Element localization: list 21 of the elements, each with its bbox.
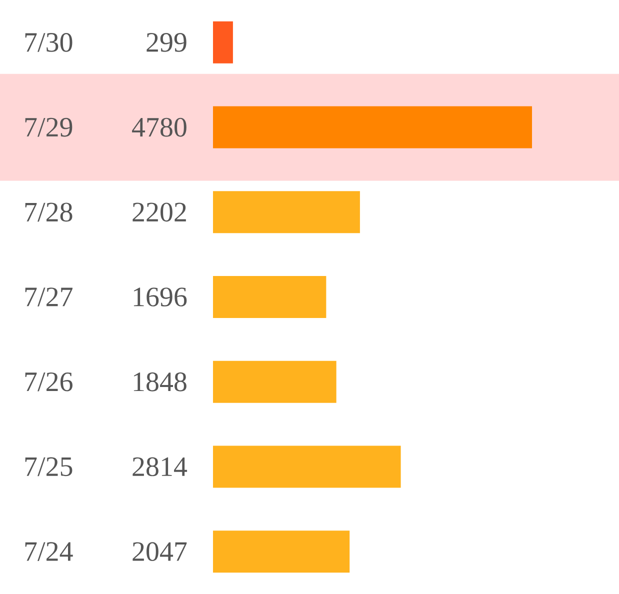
data-label: 1848 [134,372,186,392]
y-tick-label: 7/30 [25,32,72,52]
y-tick-label: 7/27 [25,288,72,306]
bar [212,276,326,318]
bar [212,21,233,64]
bar [212,446,401,488]
data-label: 299 [146,33,186,52]
data-label: 2047 [132,542,187,562]
data-label: 1696 [134,288,187,306]
bar [212,106,532,148]
bar [212,191,360,234]
data-label: 2814 [132,457,188,476]
bar [212,530,350,573]
data-label: 2202 [132,202,186,222]
y-tick-label: 7/26 [25,372,72,392]
y-tick-label: 7/29 [25,118,72,137]
data-label: 4780 [132,118,186,137]
y-tick-label: 7/24 [25,542,73,561]
y-tick-label: 7/28 [25,202,72,222]
y-tick-label: 7/25 [25,457,72,476]
bar [212,360,336,403]
